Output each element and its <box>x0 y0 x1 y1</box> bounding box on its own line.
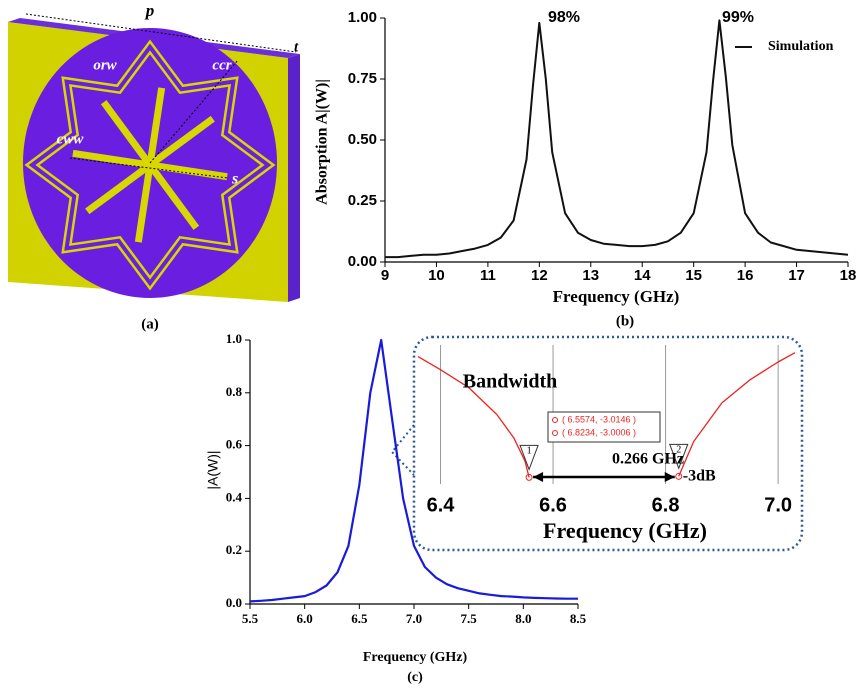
x-tick-label: 7.0 <box>764 494 792 516</box>
x-tick-label: 18 <box>840 267 857 284</box>
arrow-head <box>533 472 544 482</box>
marker-flag <box>519 444 539 471</box>
readout: ( 6.8234, -3.0006 ) <box>562 427 636 437</box>
legend-label: Simulation <box>768 39 834 54</box>
x-tick-label: 11 <box>480 267 496 284</box>
y-tick-label: 0.00 <box>348 253 377 270</box>
series-line <box>417 352 796 478</box>
y-tick-label: 0.8 <box>226 384 243 399</box>
arrow-head <box>664 472 675 482</box>
caption: (b) <box>616 313 634 329</box>
series-line <box>385 19 849 259</box>
y-tick-label: 0.25 <box>348 192 377 209</box>
y-tick-label: 0.50 <box>348 131 377 148</box>
x-tick-label: 9 <box>381 267 389 284</box>
readout-dot <box>552 430 558 436</box>
y-tick-label: 0.75 <box>348 70 377 87</box>
y-tick-label: 1.00 <box>348 9 377 26</box>
unit-cell: p t orw ccr cww s <box>8 1 300 302</box>
label-p: p <box>144 1 155 20</box>
caption-a: (a) <box>141 316 159 332</box>
x-tick-label: 16 <box>737 267 754 284</box>
x-tick-label: 6.5 <box>351 611 368 626</box>
dim-s <box>69 157 229 179</box>
label-cww: cww <box>57 131 85 147</box>
x-tick-label: 14 <box>634 267 651 284</box>
x-tick-label: 13 <box>582 267 599 284</box>
caption: (c) <box>407 670 423 685</box>
label-s: s <box>231 171 238 188</box>
spoke <box>149 161 228 181</box>
label-orw: orw <box>93 57 117 73</box>
spoke <box>85 162 153 215</box>
y-tick-label: 0.4 <box>226 489 243 504</box>
y-tick-label: 1.0 <box>226 331 242 346</box>
star-ring <box>24 39 276 291</box>
spoke <box>72 149 151 169</box>
inset-pointer <box>390 424 415 476</box>
x-axis-title: Frequency (GHz) <box>553 287 680 306</box>
x-tick-label: 6.0 <box>297 611 313 626</box>
x-tick-label: 6.8 <box>652 494 680 516</box>
x-tick-label: 15 <box>685 267 702 284</box>
x-tick-label: 6.6 <box>539 494 567 516</box>
readout-dot <box>552 417 558 423</box>
marker-label: 2 <box>676 445 681 456</box>
spoke <box>147 115 215 168</box>
x-tick-label: 7.0 <box>406 611 422 626</box>
x-axis-title: Frequency (GHz) <box>543 518 707 543</box>
marker-label: 1 <box>527 446 532 457</box>
x-tick-label: 10 <box>428 267 445 284</box>
annotation: 99% <box>722 9 754 26</box>
x-tick-label: 8.0 <box>515 611 531 626</box>
marker <box>675 472 683 480</box>
star-inner <box>28 43 272 287</box>
x-tick-label: 6.4 <box>427 494 456 516</box>
annotation: 98% <box>548 9 580 26</box>
y-axis-title: |A(W)| <box>205 450 221 489</box>
spoke <box>134 164 154 243</box>
inset-frame <box>412 335 804 552</box>
annotation: 0.266 GHz <box>612 451 684 468</box>
y-tick-label: 0.2 <box>226 542 242 557</box>
annotation: -3dB <box>683 468 716 485</box>
readout-box <box>547 411 661 443</box>
x-tick-label: 17 <box>788 267 805 284</box>
y-tick-label: 0.0 <box>226 595 242 610</box>
spoke <box>146 87 166 166</box>
inset-title: Bandwidth <box>463 371 558 393</box>
x-tick-label: 12 <box>531 267 548 284</box>
dim-p <box>25 13 297 53</box>
x-tick-label: 5.5 <box>242 611 259 626</box>
x-tick-label: 7.5 <box>461 611 478 626</box>
dim-ccr <box>149 59 239 164</box>
marker-flag <box>669 443 689 470</box>
y-axis-title: Absorption A|(W)| <box>314 79 331 205</box>
series-line <box>249 338 578 603</box>
spoke <box>147 162 200 230</box>
readout: ( 6.5574, -3.0146 ) <box>562 414 636 424</box>
spoke <box>100 100 153 168</box>
x-tick-label: 8.5 <box>570 611 587 626</box>
label-ccr: ccr <box>212 57 231 73</box>
slab-side <box>288 54 300 302</box>
label-t: t <box>294 39 299 55</box>
marker <box>525 473 533 481</box>
x-axis-title: Frequency (GHz) <box>363 650 468 665</box>
y-tick-label: 0.6 <box>226 437 243 452</box>
